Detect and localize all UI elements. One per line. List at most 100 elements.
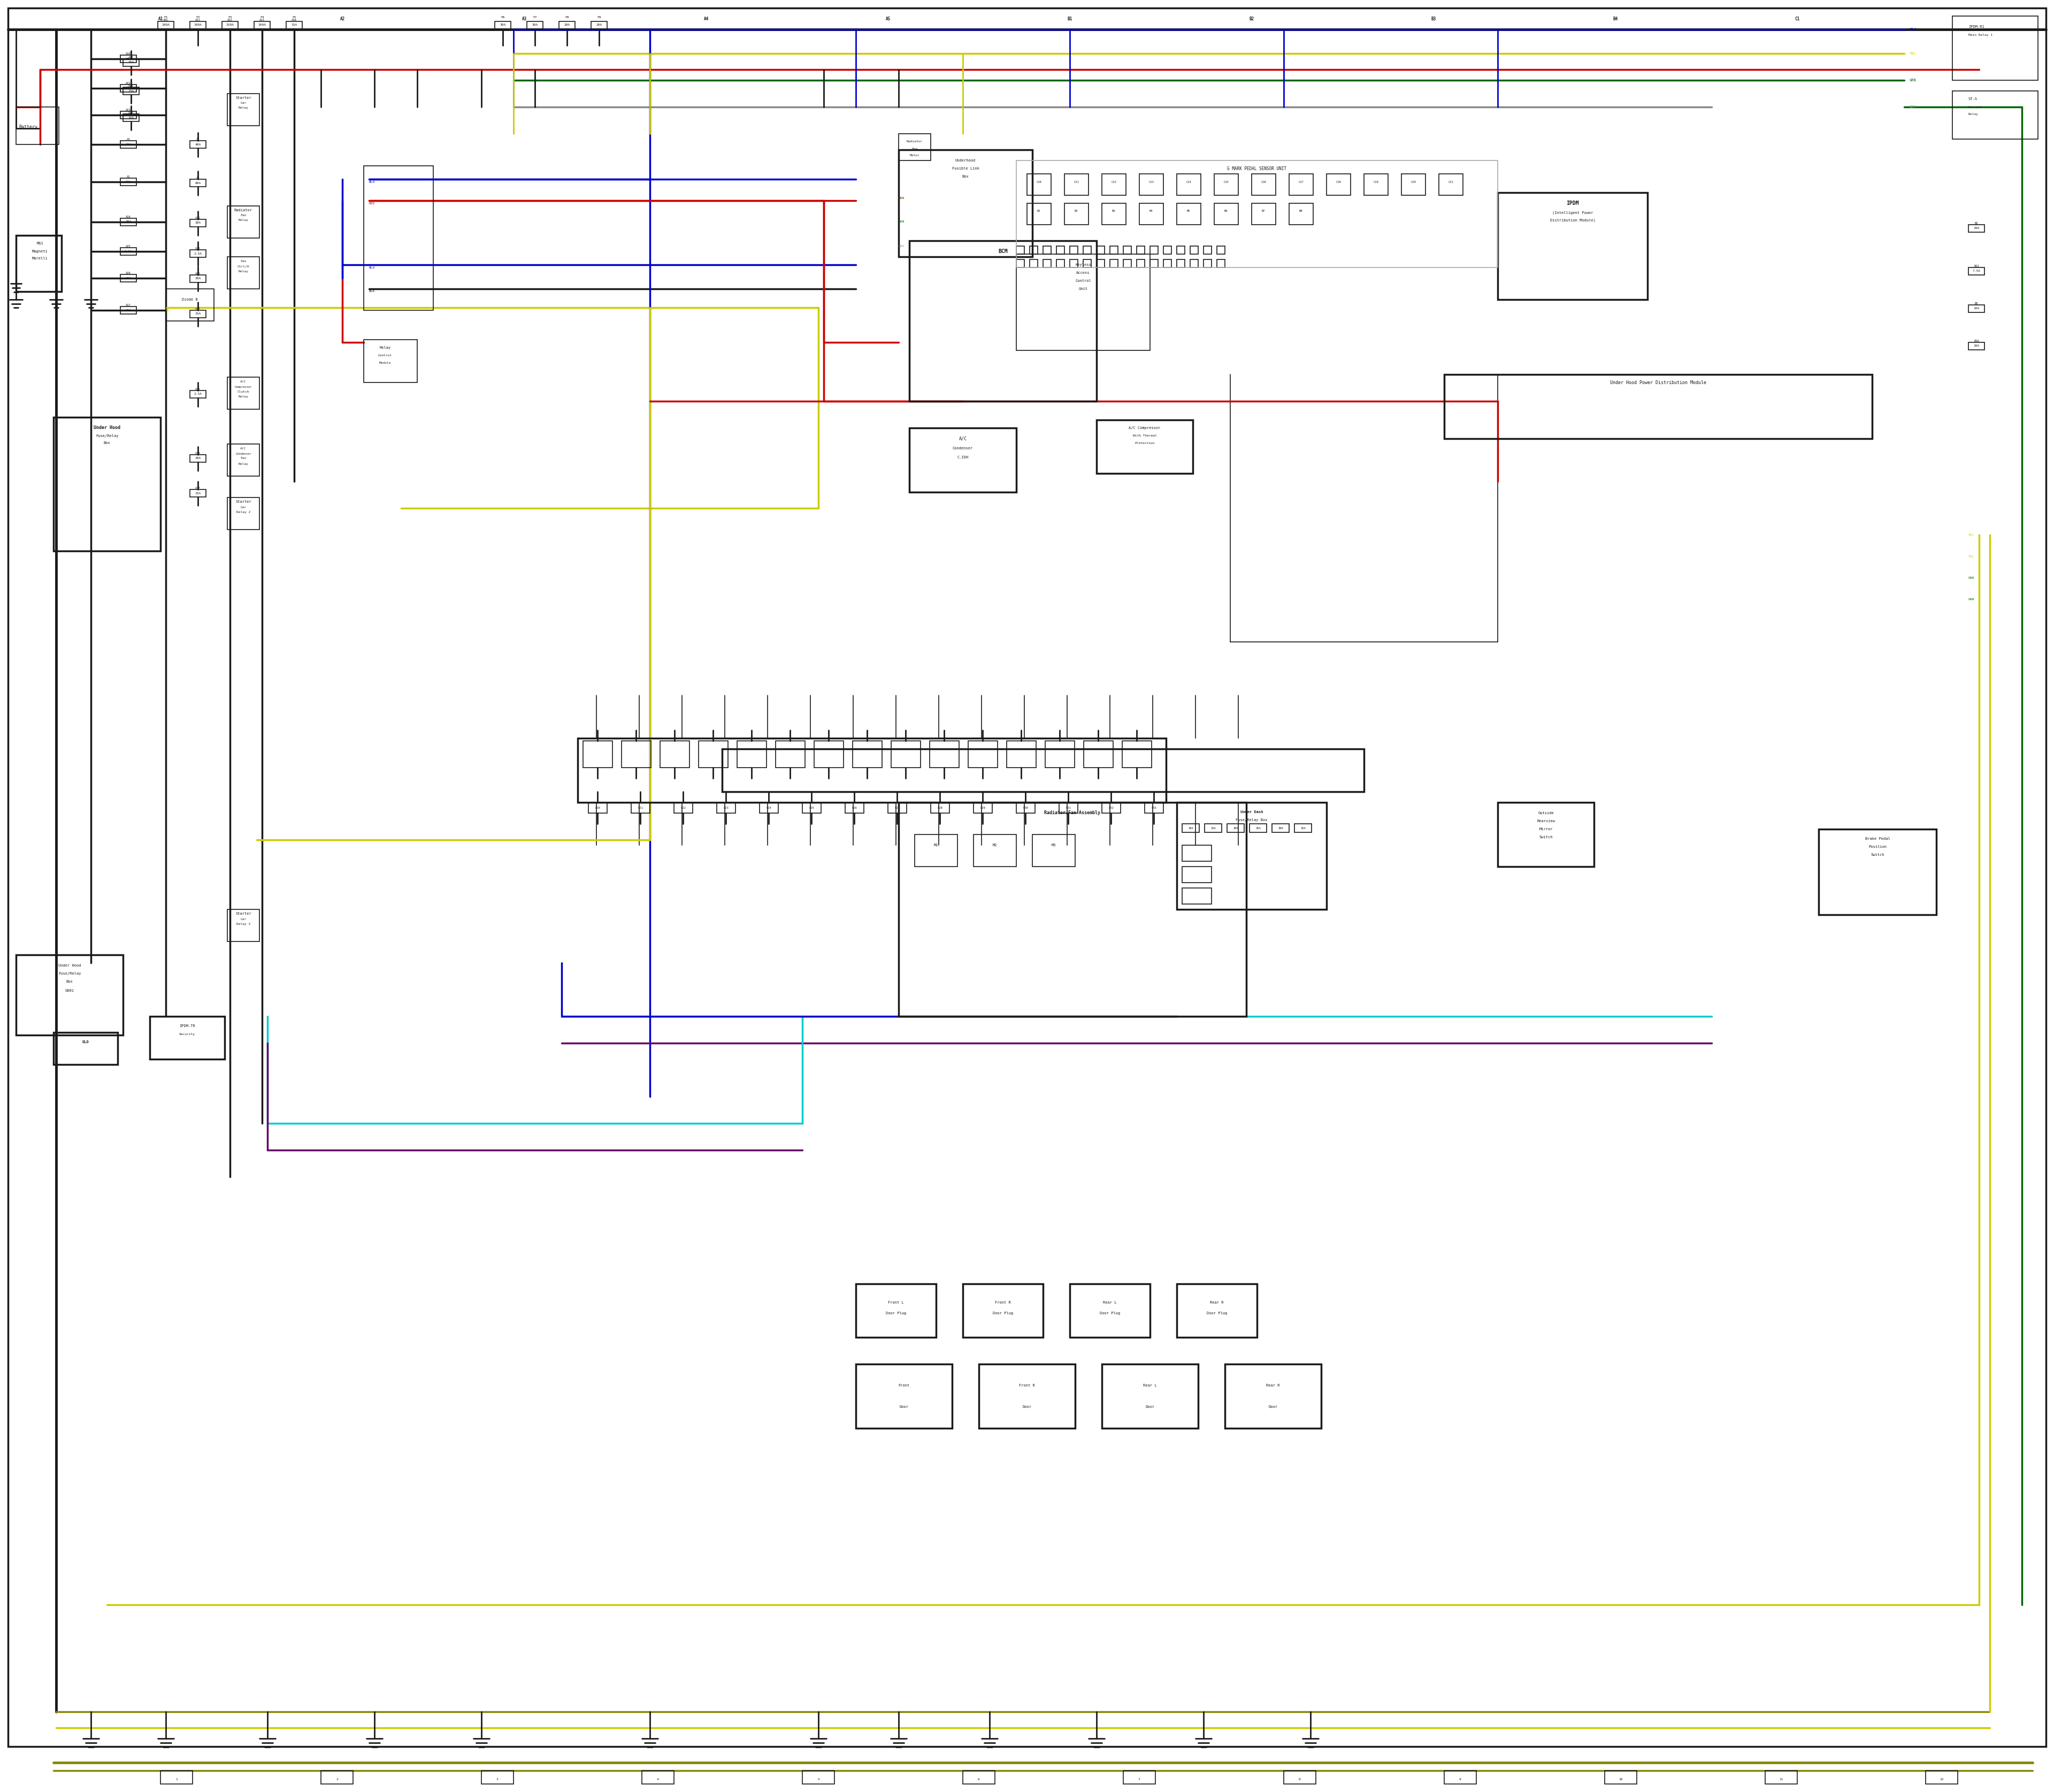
Bar (1082, 260, 1091, 267)
Bar (189, 142, 205, 149)
Text: Relay 2: Relay 2 (236, 923, 251, 925)
Text: GRY: GRY (1910, 106, 1916, 109)
Text: 100A: 100A (259, 23, 267, 27)
Text: 20A: 20A (596, 23, 602, 27)
Text: 30A: 30A (532, 23, 538, 27)
Bar (1444, 375, 1871, 439)
Bar (1177, 1283, 1257, 1337)
Bar (1136, 246, 1144, 254)
Text: B3: B3 (1432, 16, 1436, 22)
Text: Car: Car (240, 505, 246, 509)
Bar (1204, 260, 1212, 267)
Text: A16: A16 (195, 217, 201, 219)
Bar (1284, 1770, 1317, 1785)
Text: A3: A3 (197, 138, 199, 142)
Bar (891, 740, 920, 767)
Text: Car: Car (240, 102, 246, 104)
Text: 100A: 100A (162, 23, 170, 27)
Bar (228, 376, 259, 409)
Text: A25: A25 (125, 246, 131, 247)
Bar (121, 274, 136, 281)
Bar (1029, 260, 1037, 267)
Text: 15A: 15A (125, 308, 131, 312)
Text: Relay: Relay (238, 396, 249, 398)
Bar (1140, 202, 1163, 224)
Bar (760, 803, 778, 814)
Bar (1177, 246, 1185, 254)
Text: GRN: GRN (1910, 79, 1916, 82)
Bar (1017, 803, 1035, 814)
Text: F3: F3 (228, 16, 232, 18)
Text: ELD: ELD (82, 1041, 88, 1043)
Text: Relay: Relay (238, 108, 249, 109)
Bar (1818, 830, 1937, 914)
Text: Protection: Protection (1134, 441, 1154, 444)
Text: 4AG: 4AG (162, 18, 168, 22)
Bar (1043, 246, 1052, 254)
Text: Marelli: Marelli (33, 256, 47, 260)
Text: A1: A1 (127, 176, 129, 177)
Bar (1085, 740, 1113, 767)
Text: B22: B22 (1974, 265, 1980, 267)
Text: 19A: 19A (1974, 228, 1980, 229)
Text: 40A: 40A (195, 143, 201, 145)
Text: IPDM: IPDM (1567, 201, 1580, 206)
Bar (1177, 803, 1327, 909)
Bar (1604, 1770, 1637, 1785)
Text: M3: M3 (1052, 844, 1056, 848)
Text: B2: B2 (1249, 16, 1255, 22)
Bar (622, 740, 651, 767)
Bar (1136, 260, 1144, 267)
Text: Rear L: Rear L (1103, 1301, 1117, 1305)
Text: F31: F31 (1066, 806, 1070, 808)
Text: 25A: 25A (1255, 826, 1261, 830)
Bar (1109, 260, 1117, 267)
Bar (1163, 260, 1171, 267)
Bar (914, 835, 957, 867)
Text: 60A: 60A (125, 181, 131, 183)
Bar (1097, 246, 1105, 254)
Text: B4: B4 (1612, 16, 1619, 22)
Bar (1214, 174, 1239, 195)
Bar (150, 1016, 224, 1059)
Bar (228, 498, 259, 530)
Bar (930, 740, 959, 767)
Text: Module: Module (380, 362, 390, 364)
Text: Front R: Front R (994, 1301, 1011, 1305)
Text: A/C: A/C (240, 380, 246, 383)
Text: A17: A17 (195, 308, 201, 310)
Bar (813, 740, 844, 767)
Text: Fuse/Relay Box: Fuse/Relay Box (1237, 819, 1267, 823)
Text: Rearview: Rearview (1536, 819, 1555, 823)
Text: A22: A22 (228, 18, 232, 22)
Text: F5: F5 (292, 16, 296, 18)
Bar (528, 22, 542, 29)
Text: Control: Control (378, 355, 392, 357)
Bar (121, 219, 136, 226)
Bar (123, 115, 140, 122)
Bar (900, 803, 1247, 1016)
Text: 2.5A: 2.5A (193, 392, 201, 396)
Text: A3: A3 (522, 16, 526, 22)
Bar (166, 289, 214, 321)
Text: B1: B1 (1068, 16, 1072, 22)
Bar (1444, 1770, 1477, 1785)
Text: 20A: 20A (125, 220, 131, 224)
Text: Front L: Front L (887, 1301, 904, 1305)
Bar (963, 1283, 1043, 1337)
Text: 30A: 30A (499, 23, 505, 27)
Bar (189, 489, 205, 496)
Bar (1097, 260, 1105, 267)
Text: F9: F9 (598, 16, 602, 18)
Bar (1060, 803, 1078, 814)
Text: A/C: A/C (959, 435, 967, 441)
Bar (1401, 174, 1425, 195)
Text: 10A: 10A (1187, 826, 1193, 830)
Text: B5: B5 (1187, 210, 1189, 213)
Bar (930, 803, 949, 814)
Text: Fan: Fan (240, 215, 246, 217)
Text: A1: A1 (158, 16, 162, 22)
Bar (121, 306, 136, 314)
Text: Starter: Starter (236, 97, 251, 100)
Bar (222, 22, 238, 29)
